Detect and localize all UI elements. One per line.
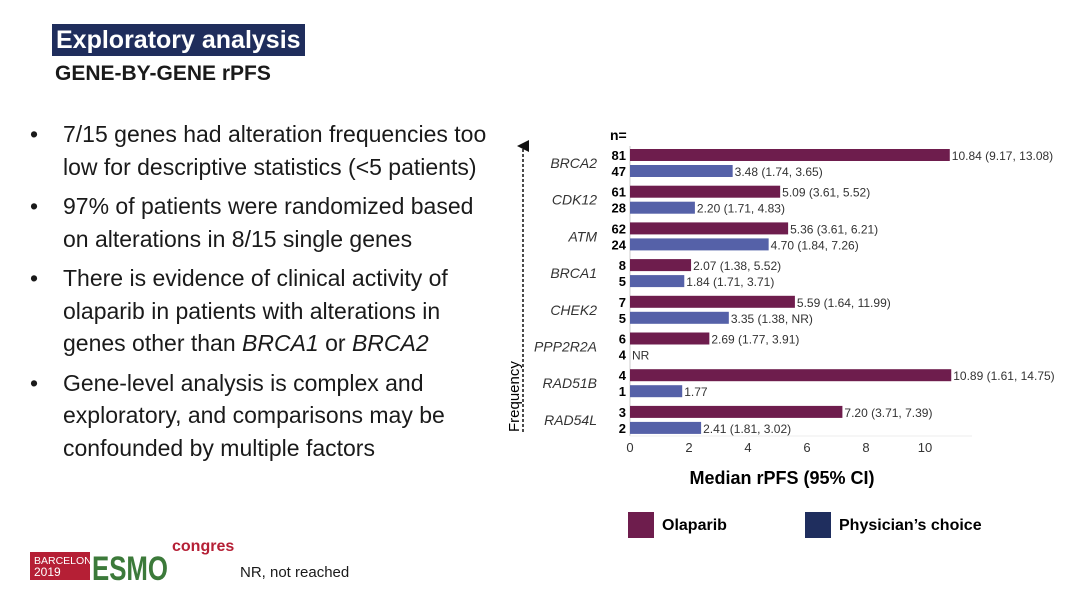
x-tick-label: 10 [918,440,932,455]
gene-label: BRCA2 [550,155,597,171]
legend: Olaparib Physician’s choice [628,512,982,538]
physicians-choice-bar [630,385,683,398]
n-label: 4 [619,348,627,363]
n-label: 24 [612,237,627,252]
physicians-choice-bar [630,238,769,251]
olaparib-bar [630,332,710,345]
n-label: 5 [619,311,626,326]
x-tick-label: 0 [626,440,633,455]
physicians-choice-bar [630,421,702,434]
n-label: 62 [612,221,626,236]
bullet-list: • 7/15 genes had alteration frequencies t… [30,118,490,471]
esmo-congress-logo: BARCELONA 2019 ESMO congress [30,538,235,582]
svg-text:congress: congress [172,538,235,555]
gene-label: BRCA1 [550,265,597,281]
x-tick-label: 2 [685,440,692,455]
bar-value-label: NR [632,349,650,363]
svg-text:ESMO: ESMO [92,550,168,582]
bar-value-label: 3.48 (1.74, 3.65) [735,165,823,179]
bar-value-label: 10.84 (9.17, 13.08) [952,149,1053,163]
n-label: 3 [619,405,626,420]
n-label: 6 [619,332,626,347]
x-tick-label: 4 [744,440,751,455]
legend-label-olaparib: Olaparib [662,517,727,534]
bullet-item: • 7/15 genes had alteration frequencies t… [30,121,487,180]
bullet-text: There is evidence of clinical activity o… [63,265,448,356]
bar-value-label: 2.07 (1.38, 5.52) [693,259,781,273]
n-label: 47 [612,164,626,179]
slide-title: Exploratory analysis [52,24,305,56]
bullet-text: 97% of patients were randomized based on… [63,193,474,252]
physicians-choice-bar [630,165,733,177]
olaparib-bar [630,405,843,418]
bar-value-label: 3.35 (1.38, NR) [731,312,813,326]
y-axis-label: Frequency [506,361,523,432]
bar-value-label: 5.09 (3.61, 5.52) [782,186,870,200]
bullet-item: • 97% of patients were randomized based o… [30,193,474,252]
bar-value-label: 5.36 (3.61, 6.21) [790,222,878,236]
n-label: 28 [612,201,626,216]
bar-value-label: 5.59 (1.64, 11.99) [797,296,891,310]
bar-value-label: 2.20 (1.71, 4.83) [697,202,785,216]
olaparib-bar [630,369,952,382]
bullet-text: Gene-level analysis is complex and explo… [63,369,445,461]
physicians-choice-bar [630,275,685,288]
n-label: 2 [619,421,626,436]
slide-subtitle: GENE-BY-GENE rPFS [55,62,271,85]
olaparib-bar [630,295,795,308]
gene-label: RAD54L [544,412,597,428]
n-label: 8 [619,258,626,273]
bar-value-label: 2.41 (1.81, 3.02) [703,422,791,436]
n-label: 5 [619,274,626,289]
bar-value-label: 2.69 (1.77, 3.91) [711,333,799,347]
bar-value-label: 10.89 (1.61, 14.75) [953,369,1054,383]
bullet-text: 7/15 genes had alteration frequencies to… [63,121,487,180]
svg-text:BARCELONA: BARCELONA [34,555,99,567]
x-tick-label: 8 [862,440,869,455]
svg-text:2019: 2019 [34,565,61,579]
olaparib-bar [630,259,692,272]
gene-label: CHEK2 [550,302,597,318]
legend-label-physicians-choice: Physician’s choice [839,517,982,534]
footnote: NR, not reached [240,564,350,581]
bullet-item: • Gene-level analysis is complex and expl… [30,369,445,461]
gene-label: RAD51B [543,375,597,391]
n-label: 61 [612,185,626,200]
physicians-choice-bar [630,311,729,324]
n-label: 81 [612,148,626,163]
bullet-item: • There is evidence of clinical activity … [30,265,448,356]
gene-label: CDK12 [552,192,597,208]
legend-swatch-physicians-choice [805,512,831,538]
n-label: 4 [619,368,627,383]
n-label: 7 [619,295,626,310]
bar-value-label: 1.84 (1.71, 3.71) [686,275,774,289]
n-header: n= [610,127,627,143]
physicians-choice-bar [630,201,695,214]
olaparib-bar [630,185,781,198]
gene-label: PPP2R2A [534,339,597,355]
bar-value-label: 7.20 (3.71, 7.39) [844,406,932,420]
olaparib-bar [630,149,950,161]
olaparib-bar [630,222,789,235]
gene-label: ATM [567,228,597,244]
legend-swatch-olaparib [628,512,654,538]
x-tick-label: 6 [803,440,810,455]
x-axis-title: Median rPFS (95% CI) [689,468,874,488]
n-label: 1 [619,384,626,399]
bar-value-label: 1.77 [684,385,708,399]
bar-value-label: 4.70 (1.84, 7.26) [771,238,859,252]
